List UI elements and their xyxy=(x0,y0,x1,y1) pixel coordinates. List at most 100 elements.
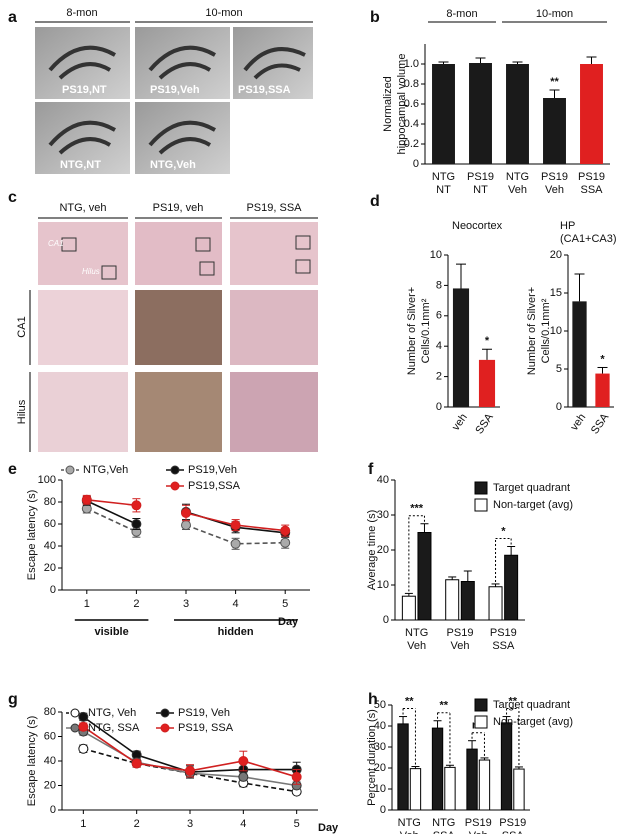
y-tick-label: 8 xyxy=(436,279,442,291)
bar xyxy=(409,768,422,811)
x-tick-label: Veh xyxy=(407,640,426,652)
bar xyxy=(397,723,409,811)
legend-label: Target quadrant xyxy=(493,699,570,711)
marker xyxy=(131,758,142,769)
x-tick-label: PS19 xyxy=(447,627,474,639)
row-label: CA1 xyxy=(16,316,28,337)
panel-a: a 8-mon 10-mon PS19,NT PS19,Veh PS19,SSA… xyxy=(8,7,313,174)
image-label: PS19,Veh xyxy=(150,84,200,96)
bar xyxy=(431,727,444,811)
legend-marker xyxy=(160,723,170,733)
x-tick-label: PS19 xyxy=(465,817,492,829)
y-tick-label: 0 xyxy=(50,584,56,596)
y-tick-label: 40 xyxy=(377,474,389,486)
y-axis-label: Average time (s) xyxy=(366,510,378,591)
y-axis-label: hippocampal volume xyxy=(396,54,408,155)
marker xyxy=(291,771,302,782)
y-tick-label: 60 xyxy=(44,518,56,530)
x-tick-label: NT xyxy=(436,184,451,196)
y-tick-label: 15 xyxy=(550,287,562,299)
x-tick-label: PS19 xyxy=(467,171,494,183)
bar xyxy=(401,595,416,621)
x-tick-label: PS19 xyxy=(499,817,526,829)
image-label: NTG,NT xyxy=(60,159,101,171)
y-tick-label: 6 xyxy=(436,310,442,322)
y-tick-label: 40 xyxy=(44,755,56,767)
legend-marker xyxy=(70,708,80,718)
bar xyxy=(460,581,475,621)
y-tick-label: 0 xyxy=(383,614,389,626)
y-tick-label: 10 xyxy=(550,325,562,337)
micrograph xyxy=(233,27,313,99)
x-tick-label: PS19 xyxy=(578,171,605,183)
bar xyxy=(543,98,566,164)
y-tick-label: 2 xyxy=(436,371,442,383)
panel-letter: e xyxy=(8,461,17,478)
legend-label: Target quadrant xyxy=(493,482,570,494)
panel-letter: h xyxy=(368,691,378,708)
x-tick-label: 4 xyxy=(240,818,246,830)
hippocampus xyxy=(48,120,116,155)
marker xyxy=(78,721,89,732)
x-tick-label: SSA xyxy=(502,830,525,834)
x-tick-label: NTG xyxy=(432,817,455,829)
x-tick-label: NTG xyxy=(432,171,455,183)
x-tick-label: PS19 xyxy=(490,627,517,639)
x-axis-label: Day xyxy=(278,616,299,628)
x-tick-label: 2 xyxy=(134,818,140,830)
x-tick-label: Veh xyxy=(545,184,564,196)
bar xyxy=(572,301,587,407)
bar xyxy=(466,748,478,811)
legend-swatch xyxy=(474,481,488,495)
legend-swatch xyxy=(474,715,488,729)
inset-box xyxy=(101,265,117,280)
y-axis-label: Escape latency (s) xyxy=(26,716,38,806)
bar xyxy=(478,759,491,811)
significance: ** xyxy=(550,76,559,88)
bar xyxy=(506,64,529,164)
x-tick-label: SSA xyxy=(580,184,603,196)
y-tick-label: 0.4 xyxy=(404,118,419,130)
chart-title: HP xyxy=(560,220,575,232)
group-label: hidden xyxy=(218,626,254,638)
micrograph xyxy=(230,372,318,452)
x-tick-label: 3 xyxy=(187,818,193,830)
group-label: visible xyxy=(94,626,128,638)
image-label: PS19,SSA xyxy=(238,84,291,96)
series-line xyxy=(86,499,137,507)
column-header: PS19, veh xyxy=(153,202,204,214)
y-tick-label: 10 xyxy=(377,579,389,591)
x-tick-label: Veh xyxy=(451,640,470,652)
micrograph xyxy=(38,290,128,365)
inset-box xyxy=(61,237,77,252)
x-tick-label: veh xyxy=(450,412,470,433)
marker xyxy=(78,711,89,722)
y-tick-label: 30 xyxy=(374,741,386,753)
x-tick-label: veh xyxy=(568,412,588,433)
panel-c: c NTG, veh PS19, veh PS19, SSA CA1 Hilus… xyxy=(8,189,318,452)
y-tick-label: 40 xyxy=(374,720,386,732)
bar xyxy=(500,722,513,811)
y-tick-label: 40 xyxy=(44,540,56,552)
marker xyxy=(185,765,195,776)
marker xyxy=(131,519,142,529)
legend-label: NTG, SSA xyxy=(88,722,140,734)
micrograph xyxy=(38,222,128,285)
marker xyxy=(78,743,89,754)
bar xyxy=(580,64,603,164)
y-tick-label: 1.0 xyxy=(404,58,419,70)
x-tick-label: 1 xyxy=(84,598,90,610)
significance: * xyxy=(501,525,506,537)
y-axis-label: Number of Silver+ xyxy=(526,287,538,375)
micrograph xyxy=(230,222,318,285)
y-tick-label: 60 xyxy=(44,730,56,742)
y-axis-label: Escape latency (s) xyxy=(26,490,38,580)
legend-marker xyxy=(70,723,80,733)
y-tick-label: 20 xyxy=(377,544,389,556)
legend-swatch xyxy=(474,698,488,712)
legend-marker xyxy=(65,465,75,475)
inset-label: CA1 xyxy=(48,239,64,248)
inset-box xyxy=(295,235,311,250)
marker xyxy=(181,520,191,531)
marker xyxy=(230,538,241,549)
